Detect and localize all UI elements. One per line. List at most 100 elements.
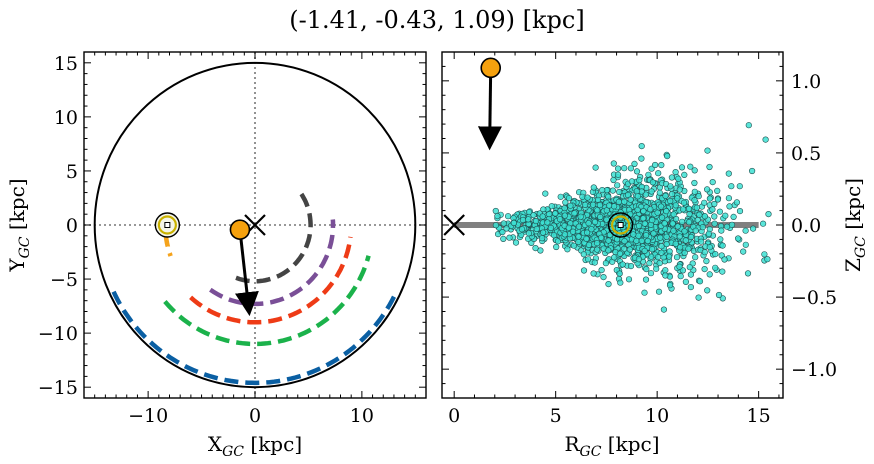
star-point [661, 220, 668, 227]
star-point [674, 223, 681, 230]
x-tick-label: 15 [747, 405, 771, 427]
star-point [544, 219, 551, 226]
y-tick-label: 15 [54, 53, 78, 75]
star-point [706, 163, 713, 171]
star-point [687, 284, 695, 291]
star-point [550, 232, 558, 239]
star-point [701, 199, 708, 206]
star-point [525, 230, 533, 237]
star-point [687, 233, 695, 241]
star-point [692, 227, 699, 234]
star-point [764, 256, 771, 263]
object-marker [480, 57, 502, 79]
star-point [593, 246, 601, 253]
arc-series-3 [189, 236, 353, 325]
star-point [512, 239, 520, 246]
star-point [532, 245, 539, 252]
star-point [631, 160, 638, 167]
star-point [585, 241, 593, 248]
star-point [726, 203, 733, 210]
star-point [518, 226, 526, 233]
star-point [616, 250, 624, 257]
star-point [704, 287, 711, 294]
star-point [662, 192, 669, 199]
star-point [663, 208, 670, 215]
star-point [552, 210, 559, 217]
star-point [685, 245, 692, 252]
star-point [611, 254, 618, 261]
star-point [664, 153, 671, 160]
right-panel: 0 5 10 15 1.0 0.5 0.0 −0.5 −1.0 [441, 51, 837, 427]
y-tick-label: 0 [66, 215, 78, 237]
star-point [584, 194, 591, 201]
star-point [525, 216, 532, 223]
star-point [742, 241, 749, 248]
star-point [605, 281, 612, 288]
star-point [662, 272, 669, 279]
star-point [657, 203, 665, 210]
star-point [691, 188, 698, 195]
star-point [616, 270, 623, 277]
star-point [718, 227, 725, 234]
object-velocity-arrow [234, 229, 259, 317]
star-point [649, 217, 656, 224]
sun-marker [607, 212, 634, 238]
star-point [706, 244, 713, 251]
star-point [717, 236, 724, 243]
star-point [719, 268, 726, 275]
star-point [575, 223, 583, 230]
star-point [662, 267, 669, 274]
star-point [642, 276, 650, 283]
star-point [681, 228, 688, 235]
star-point [591, 218, 599, 226]
star-point [561, 231, 569, 238]
star-point [657, 234, 664, 241]
star-point [706, 271, 713, 278]
star-point [680, 199, 688, 206]
star-point [564, 246, 571, 253]
y-tick-label: −5 [50, 269, 78, 291]
star-point [579, 193, 586, 200]
star-point [647, 270, 655, 277]
left-panel: −10 0 10 15 10 5 0 −5 −10 −15 [38, 51, 427, 427]
star-point [638, 143, 645, 150]
star-point [533, 225, 540, 233]
star-point [635, 222, 643, 229]
star-point [561, 212, 569, 219]
star-point [728, 183, 735, 190]
star-point [603, 207, 610, 214]
star-point [562, 199, 569, 206]
star-point [666, 282, 674, 289]
y-tick-label: 0.5 [791, 143, 821, 165]
star-point [744, 270, 752, 277]
star-point [734, 235, 742, 242]
star-point [634, 206, 641, 213]
star-point [500, 235, 507, 242]
star-point [749, 225, 757, 232]
star-point [648, 253, 655, 260]
star-point [539, 229, 547, 236]
star-point [685, 219, 693, 226]
star-point [691, 197, 698, 204]
star-point [725, 170, 732, 177]
star-point [748, 167, 756, 175]
star-point [621, 165, 628, 172]
star-point [677, 244, 684, 251]
star-point [625, 276, 633, 283]
star-point [736, 183, 743, 190]
star-point [703, 186, 711, 193]
star-point [638, 237, 645, 244]
figure-title: (-1.41, -0.43, 1.09) [kpc] [289, 6, 584, 34]
star-point [666, 248, 673, 255]
star-point [628, 178, 636, 185]
left-xlabel: XGC [kpc] [208, 432, 302, 460]
star-point [711, 213, 718, 220]
star-point [705, 230, 712, 237]
star-point [701, 213, 709, 220]
star-point [636, 177, 643, 184]
star-point [617, 279, 624, 286]
star-point [692, 254, 699, 261]
star-point [712, 251, 719, 258]
star-point [715, 291, 723, 299]
object-velocity-arrow [477, 67, 502, 151]
